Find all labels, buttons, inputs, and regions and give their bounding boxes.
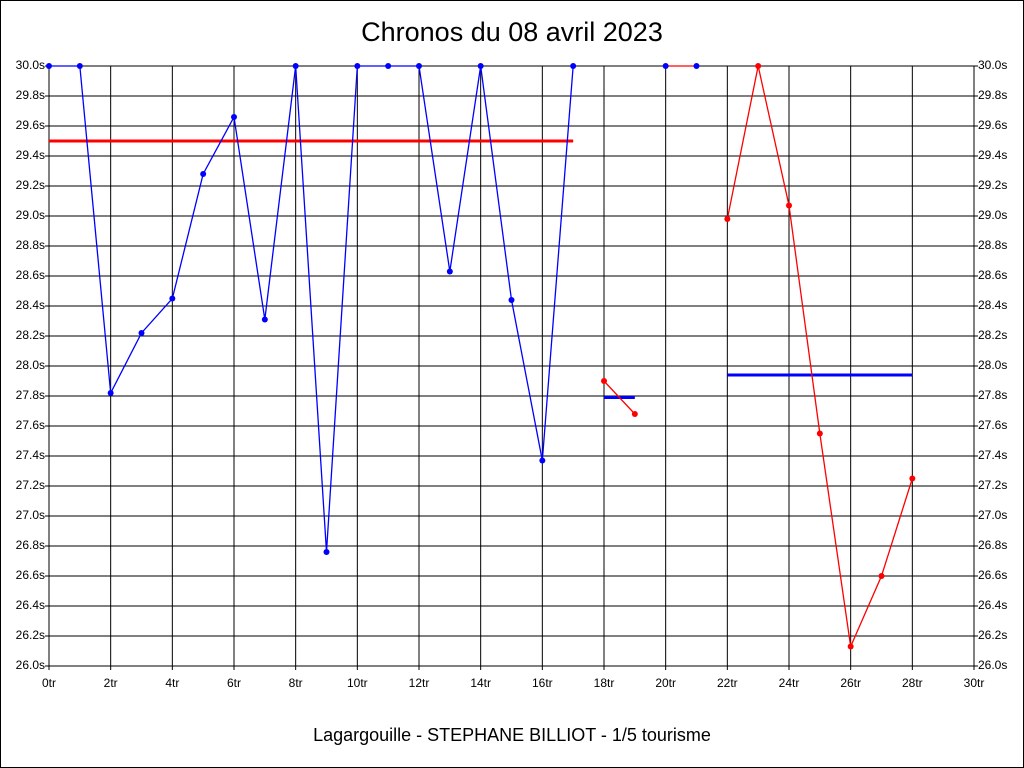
- point: [323, 549, 330, 555]
- point: [878, 573, 885, 579]
- x-tick-label: 12tr: [409, 676, 430, 690]
- point: [693, 63, 700, 69]
- y-tick-label: 29.4s: [16, 148, 45, 162]
- point: [755, 63, 762, 69]
- y-tick-label: 29.8s: [16, 88, 45, 102]
- y-tick-label: 29.6s: [16, 118, 45, 132]
- y2-tick-label: 27.0s: [978, 508, 1007, 522]
- y-tick-label: 28.8s: [16, 238, 45, 252]
- point: [570, 63, 577, 69]
- point: [169, 295, 176, 302]
- point: [816, 430, 823, 437]
- point: [508, 297, 515, 303]
- point: [200, 171, 207, 177]
- y-tick-label: 30.0s: [16, 58, 45, 72]
- y2-tick-label: 26.8s: [978, 538, 1007, 552]
- point: [724, 216, 731, 222]
- y2-tick-label: 26.6s: [978, 568, 1007, 582]
- chart-title: Chronos du 08 avril 2023: [361, 17, 663, 47]
- y2-tick-label: 29.8s: [978, 88, 1007, 102]
- point: [46, 63, 52, 69]
- y-tick-label: 28.2s: [16, 328, 45, 342]
- x-tick-label: 26tr: [840, 676, 861, 690]
- y-tick-label: 28.0s: [16, 358, 45, 372]
- series-line: [603, 380, 636, 415]
- y-tick-label: 26.6s: [16, 568, 45, 582]
- y-tick-label: 26.2s: [16, 628, 45, 642]
- point: [107, 390, 114, 396]
- point: [446, 268, 453, 275]
- y2-tick-label: 29.2s: [978, 178, 1007, 192]
- x-tick-label: 4tr: [165, 676, 179, 690]
- point: [662, 63, 669, 69]
- y-tick-label: 27.2s: [16, 478, 45, 492]
- series-line: [49, 65, 574, 553]
- point: [76, 63, 83, 69]
- y-tick-label: 29.0s: [16, 208, 45, 222]
- y2-tick-label: 28.6s: [978, 268, 1007, 282]
- point: [847, 643, 854, 650]
- point: [601, 378, 607, 384]
- x-tick-label: 18tr: [594, 676, 615, 690]
- y-tick-label: 27.6s: [16, 418, 45, 432]
- x-tick-label: 8tr: [289, 676, 303, 690]
- y2-tick-label: 29.0s: [978, 208, 1007, 222]
- y2-tick-label: 29.4s: [978, 148, 1007, 162]
- point: [385, 63, 392, 69]
- point: [138, 330, 145, 336]
- x-tick-label: 6tr: [227, 676, 241, 690]
- point: [909, 475, 916, 482]
- y2-tick-label: 26.4s: [978, 598, 1007, 612]
- y-tick-label: 29.2s: [16, 178, 45, 192]
- y2-tick-label: 27.8s: [978, 388, 1007, 402]
- y2-tick-label: 28.4s: [978, 298, 1007, 312]
- x-tick-label: 20tr: [655, 676, 676, 690]
- y-tick-label: 28.6s: [16, 268, 45, 282]
- point: [477, 63, 484, 69]
- chart-subtitle: Lagargouille - STEPHANE BILLIOT - 1/5 to…: [313, 725, 711, 745]
- x-tick-label: 28tr: [902, 676, 923, 690]
- point: [416, 63, 422, 69]
- y-tick-label: 26.0s: [16, 658, 45, 672]
- point: [354, 63, 361, 69]
- y2-tick-label: 26.0s: [978, 658, 1007, 672]
- y-tick-label: 27.0s: [16, 508, 45, 522]
- y2-tick-label: 27.2s: [978, 478, 1007, 492]
- x-tick-label: 30tr: [964, 676, 985, 690]
- y-tick-label: 27.8s: [16, 388, 45, 402]
- y-tick-label: 26.4s: [16, 598, 45, 612]
- y2-tick-label: 27.6s: [978, 418, 1007, 432]
- x-tick-label: 16tr: [532, 676, 553, 690]
- x-tick-label: 2tr: [104, 676, 118, 690]
- x-tick-label: 24tr: [779, 676, 800, 690]
- y2-tick-label: 28.0s: [978, 358, 1007, 372]
- x-tick-label: 10tr: [347, 676, 368, 690]
- plot-border: [48, 65, 975, 667]
- point: [539, 457, 546, 464]
- y2-tick-label: 27.4s: [978, 448, 1007, 462]
- point: [786, 202, 792, 209]
- y2-tick-label: 28.2s: [978, 328, 1007, 342]
- point: [292, 63, 299, 69]
- x-tick-label: 14tr: [470, 676, 491, 690]
- y-tick-label: 27.4s: [16, 448, 45, 462]
- point: [631, 411, 638, 417]
- x-tick-label: 0tr: [42, 676, 56, 690]
- y2-tick-label: 30.0s: [978, 58, 1007, 72]
- y2-tick-label: 29.6s: [978, 118, 1007, 132]
- y-tick-label: 28.4s: [16, 298, 45, 312]
- x-tick-label: 22tr: [717, 676, 738, 690]
- point: [231, 114, 237, 120]
- point: [261, 316, 268, 323]
- y-tick-label: 26.8s: [16, 538, 45, 552]
- y2-tick-label: 26.2s: [978, 628, 1007, 642]
- y2-tick-label: 28.8s: [978, 238, 1007, 252]
